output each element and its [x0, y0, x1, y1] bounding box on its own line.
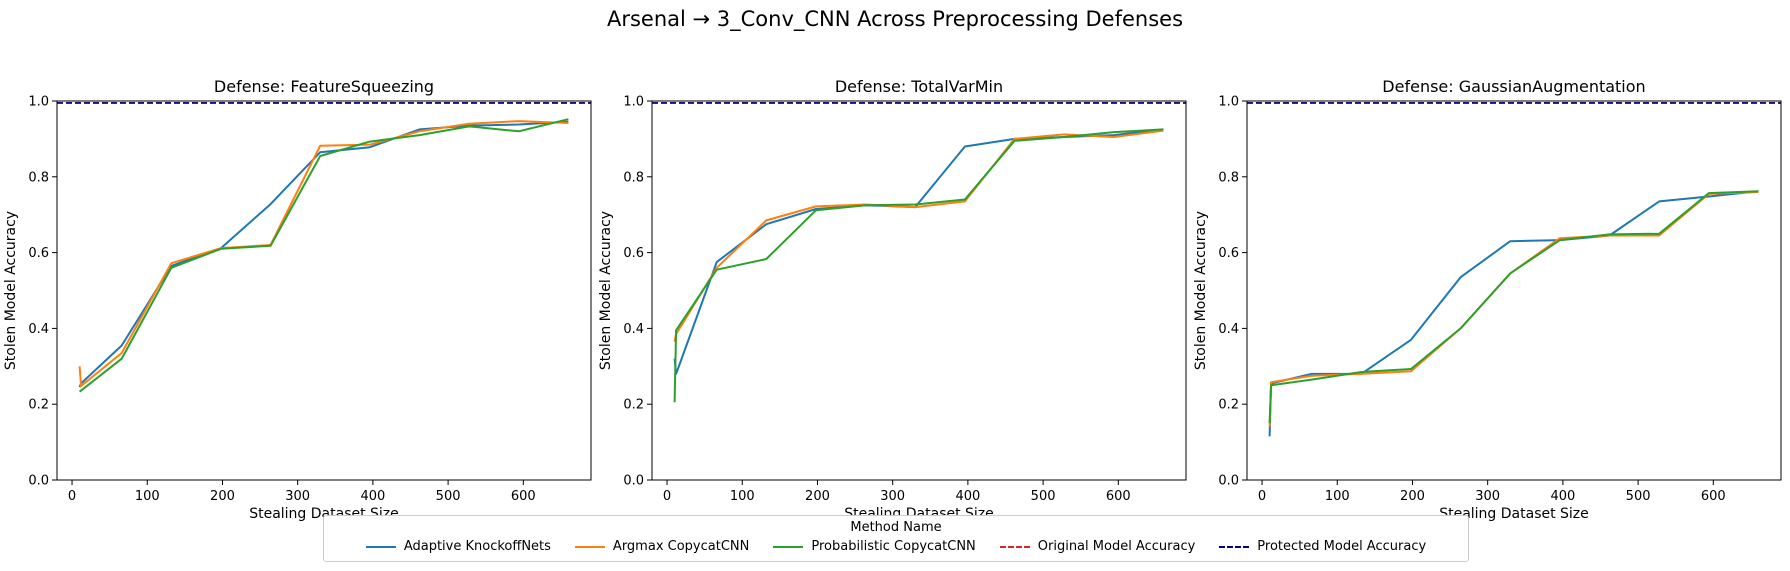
- axes-frame: [56, 100, 592, 481]
- legend: Method Name Adaptive KnockoffNets Argmax …: [323, 515, 1469, 562]
- series-line-probabilistic-copycatcnn: [78, 118, 569, 393]
- y-tick-label: 1.0: [28, 95, 49, 110]
- y-axis-label: Stolen Model Accuracy: [598, 211, 614, 370]
- legend-label: Adaptive KnockoffNets: [403, 539, 551, 554]
- legend-swatch: [365, 545, 396, 548]
- x-tick-label: 200: [1400, 489, 1425, 504]
- legend-label: Original Model Accuracy: [1037, 539, 1196, 554]
- x-tick-label: 400: [955, 489, 980, 504]
- legend-item: Argmax CopycatCNN: [574, 539, 750, 554]
- y-tick-label: 0.0: [1218, 474, 1239, 489]
- series-line-argmax-copycatcnn: [78, 120, 569, 387]
- axes-frame: [1246, 100, 1782, 481]
- x-tick-label: 400: [360, 489, 385, 504]
- y-tick-label: 0.4: [1218, 322, 1239, 337]
- y-tick-label: 0.4: [28, 322, 49, 337]
- subplot-title: Defense: FeatureSqueezing: [214, 77, 434, 96]
- x-tick-label: 600: [1106, 489, 1131, 504]
- x-tick-label: 0: [663, 489, 671, 504]
- y-tick-label: 1.0: [1218, 95, 1239, 110]
- x-tick-label: 500: [1031, 489, 1056, 504]
- y-tick-label: 0.8: [1218, 170, 1239, 185]
- legend-swatch: [1219, 545, 1250, 548]
- x-axis-label: Stealing Dataset Size: [1439, 506, 1589, 522]
- y-tick-label: 0.6: [623, 246, 644, 261]
- y-tick-label: 0.2: [623, 398, 644, 413]
- legend-item: Adaptive KnockoffNets: [365, 539, 551, 554]
- x-tick-label: 300: [285, 489, 310, 504]
- legend-label: Argmax CopycatCNN: [612, 539, 750, 554]
- y-tick-label: 0.0: [28, 474, 49, 489]
- figure-title: Arsenal → 3_Conv_CNN Across Preprocessin…: [607, 7, 1183, 32]
- y-tick-label: 0.2: [28, 398, 49, 413]
- x-tick-label: 400: [1550, 489, 1575, 504]
- y-axis-label: Stolen Model Accuracy: [3, 211, 19, 370]
- legend-swatch: [574, 545, 605, 548]
- x-tick-label: 600: [1701, 489, 1726, 504]
- series-line-probabilistic-copycatcnn: [673, 128, 1164, 403]
- x-tick-label: 200: [210, 489, 235, 504]
- subplot-title: Defense: TotalVarMin: [835, 77, 1003, 96]
- legend-swatch: [773, 545, 804, 548]
- series-line-adaptive-knockoffnets: [1268, 190, 1759, 437]
- legend-item: Protected Model Accuracy: [1219, 539, 1426, 554]
- legend-item: Original Model Accuracy: [999, 539, 1196, 554]
- x-tick-label: 500: [1626, 489, 1651, 504]
- x-tick-label: 100: [1325, 489, 1350, 504]
- legend-item: Probabilistic CopycatCNN: [773, 539, 976, 554]
- y-tick-label: 0.8: [623, 170, 644, 185]
- x-tick-label: 0: [1258, 489, 1266, 504]
- y-tick-label: 0.4: [623, 322, 644, 337]
- x-tick-label: 200: [805, 489, 830, 504]
- subplots: Defense: FeatureSqueezing 0 100 200 300 400 50…: [3, 77, 1782, 522]
- x-tick-label: 0: [68, 489, 76, 504]
- y-tick-label: 0.6: [1218, 246, 1239, 261]
- subplot-3: Defense: GaussianAugmentation 0 100 200 300 4…: [1193, 77, 1782, 522]
- series-line-probabilistic-copycatcnn: [1268, 190, 1759, 424]
- subplot-2: Defense: TotalVarMin 0 100 200 300 400 500 600 0…: [598, 77, 1187, 522]
- legend-title: Method Name: [850, 520, 942, 535]
- series-line-adaptive-knockoffnets: [78, 120, 569, 388]
- y-tick-label: 0.8: [28, 170, 49, 185]
- legend-swatch: [999, 545, 1030, 548]
- x-tick-label: 600: [511, 489, 536, 504]
- x-tick-label: 500: [436, 489, 461, 504]
- y-tick-label: 1.0: [623, 95, 644, 110]
- legend-label: Protected Model Accuracy: [1257, 539, 1427, 554]
- x-tick-label: 300: [1475, 489, 1500, 504]
- axes-frame: [651, 100, 1187, 481]
- series-line-adaptive-knockoffnets: [673, 128, 1164, 375]
- legend-items: Adaptive KnockoffNets Argmax CopycatCNN Pr…: [324, 539, 1468, 554]
- y-tick-label: 0.6: [28, 246, 49, 261]
- series-line-argmax-copycatcnn: [673, 129, 1164, 342]
- y-axis-label: Stolen Model Accuracy: [1193, 211, 1209, 370]
- x-tick-label: 300: [880, 489, 905, 504]
- legend-label: Probabilistic CopycatCNN: [811, 539, 976, 554]
- x-tick-label: 100: [135, 489, 160, 504]
- y-tick-label: 0.2: [1218, 398, 1239, 413]
- series-line-argmax-copycatcnn: [1268, 191, 1759, 427]
- x-tick-label: 100: [730, 489, 755, 504]
- y-tick-label: 0.0: [623, 474, 644, 489]
- subplot-1: Defense: FeatureSqueezing 0 100 200 300 400 50…: [3, 77, 592, 522]
- subplot-title: Defense: GaussianAugmentation: [1382, 77, 1645, 96]
